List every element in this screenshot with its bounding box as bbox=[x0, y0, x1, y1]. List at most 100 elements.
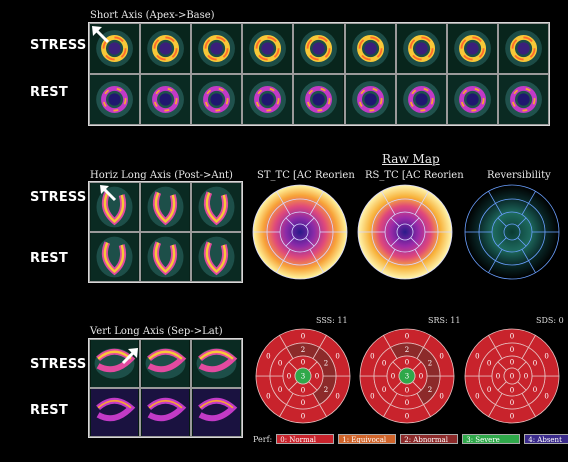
short-axis-image-grid bbox=[88, 22, 550, 126]
segment-score: 0 bbox=[544, 353, 548, 361]
scan-image bbox=[293, 23, 345, 74]
legend-abnormal: 2: Abnormal bbox=[400, 434, 459, 444]
apex-score: 0 bbox=[510, 373, 514, 381]
vert-axis-rest-label: REST bbox=[30, 403, 68, 418]
segment-score: 0 bbox=[278, 359, 282, 367]
segment-score: 0 bbox=[301, 413, 305, 421]
scan-image bbox=[89, 388, 140, 437]
srs-score: SRS: 11 bbox=[428, 316, 461, 325]
segment-score: 0 bbox=[370, 353, 374, 361]
segment-score: 0 bbox=[510, 399, 514, 407]
stress-polar-map bbox=[252, 184, 348, 280]
segment-score: 0 bbox=[391, 373, 395, 381]
segment-score: 0 bbox=[487, 359, 491, 367]
reversibility-polar-map bbox=[464, 184, 560, 280]
segment-score: 0 bbox=[524, 373, 528, 381]
segment-score: 0 bbox=[439, 393, 443, 401]
segment-score: 2 bbox=[428, 386, 432, 394]
horiz-axis-image-grid bbox=[88, 181, 243, 283]
segment-score: 0 bbox=[405, 333, 409, 341]
segment-score: 0 bbox=[405, 387, 409, 395]
apex-segment bbox=[503, 367, 521, 385]
scan-image bbox=[242, 23, 294, 74]
segment-score: 0 bbox=[533, 359, 537, 367]
horiz-axis-arrow-icon bbox=[100, 185, 117, 202]
segment-score: 0 bbox=[405, 413, 409, 421]
segment-score: 0 bbox=[405, 359, 409, 367]
horiz-axis-title: Horiz Long Axis (Post->Ant) bbox=[90, 170, 233, 181]
short-axis-title: Short Axis (Apex->Base) bbox=[90, 10, 215, 21]
scan-image bbox=[89, 182, 140, 232]
segment-score: 0 bbox=[510, 333, 514, 341]
segment-score: 0 bbox=[382, 359, 386, 367]
horiz-axis-rest-label: REST bbox=[30, 251, 68, 266]
segment-score: 0 bbox=[475, 353, 479, 361]
segment-score: 0 bbox=[301, 359, 305, 367]
segment-score: 0 bbox=[487, 386, 491, 394]
stress-map-title: ST_TC [AC Reorien bbox=[257, 170, 355, 181]
scan-image bbox=[191, 182, 242, 232]
segment-score: 0 bbox=[382, 386, 386, 394]
scan-image bbox=[395, 23, 447, 74]
segment-score: 0 bbox=[496, 373, 500, 381]
segment-score: 0 bbox=[266, 393, 270, 401]
scan-image bbox=[140, 23, 192, 74]
scan-image bbox=[497, 74, 549, 125]
scan-image bbox=[446, 74, 498, 125]
apex-segment bbox=[398, 367, 416, 385]
perfusion-legend: Perf: 0: Normal 1: Equivocal 2: Abnormal… bbox=[253, 433, 568, 445]
legend-prefix: Perf: bbox=[253, 434, 273, 444]
scan-image bbox=[140, 388, 191, 437]
scan-image bbox=[140, 182, 191, 232]
scan-image bbox=[89, 232, 140, 282]
apex-score: 3 bbox=[405, 373, 409, 381]
scan-image bbox=[191, 339, 242, 388]
segment-score: 2 bbox=[324, 386, 328, 394]
scan-image bbox=[191, 74, 243, 125]
scan-image bbox=[395, 74, 447, 125]
segment-score: 2 bbox=[301, 346, 305, 354]
segment-score: 2 bbox=[324, 359, 328, 367]
legend-absent: 4: Absent bbox=[524, 434, 568, 444]
scan-image bbox=[191, 23, 243, 74]
horiz-axis-stress-label: STRESS bbox=[30, 190, 87, 205]
segment-score: 0 bbox=[315, 373, 319, 381]
scan-image bbox=[140, 74, 192, 125]
segment-score: 0 bbox=[510, 346, 514, 354]
apex-segment bbox=[294, 367, 312, 385]
segment-score: 0 bbox=[475, 393, 479, 401]
segment-score: 0 bbox=[510, 413, 514, 421]
legend-severe: 3: Severe bbox=[462, 434, 521, 444]
apex-score: 3 bbox=[301, 373, 305, 381]
vert-axis-stress-label: STRESS bbox=[30, 357, 87, 372]
rest-map-title: RS_TC [AC Reorien bbox=[365, 170, 464, 181]
scan-image bbox=[140, 232, 191, 282]
scan-image bbox=[293, 74, 345, 125]
segment-score: 2 bbox=[405, 346, 409, 354]
raw-map-title: Raw Map bbox=[382, 152, 440, 166]
segment-score: 0 bbox=[287, 373, 291, 381]
segment-score: 0 bbox=[405, 399, 409, 407]
segment-score: 0 bbox=[370, 393, 374, 401]
scan-image bbox=[140, 339, 191, 388]
vert-axis-image-grid bbox=[88, 338, 243, 438]
scan-image bbox=[89, 74, 141, 125]
short-axis-rest-label: REST bbox=[30, 85, 68, 100]
segment-score: 0 bbox=[533, 386, 537, 394]
short-axis-stress-label: STRESS bbox=[30, 38, 87, 53]
scan-image bbox=[344, 74, 396, 125]
segment-score: 0 bbox=[335, 393, 339, 401]
segment-score: 0 bbox=[439, 353, 443, 361]
segment-score: 0 bbox=[510, 359, 514, 367]
segment-score: 0 bbox=[419, 373, 423, 381]
vert-axis-arrow-icon bbox=[121, 348, 138, 365]
legend-normal: 0: Normal bbox=[276, 434, 335, 444]
segment-score: 0 bbox=[510, 387, 514, 395]
scan-image bbox=[497, 23, 549, 74]
scan-image bbox=[89, 339, 140, 388]
scan-image bbox=[191, 388, 242, 437]
legend-equivocal: 1: Equivocal bbox=[338, 434, 397, 444]
segment-score: 0 bbox=[278, 386, 282, 394]
